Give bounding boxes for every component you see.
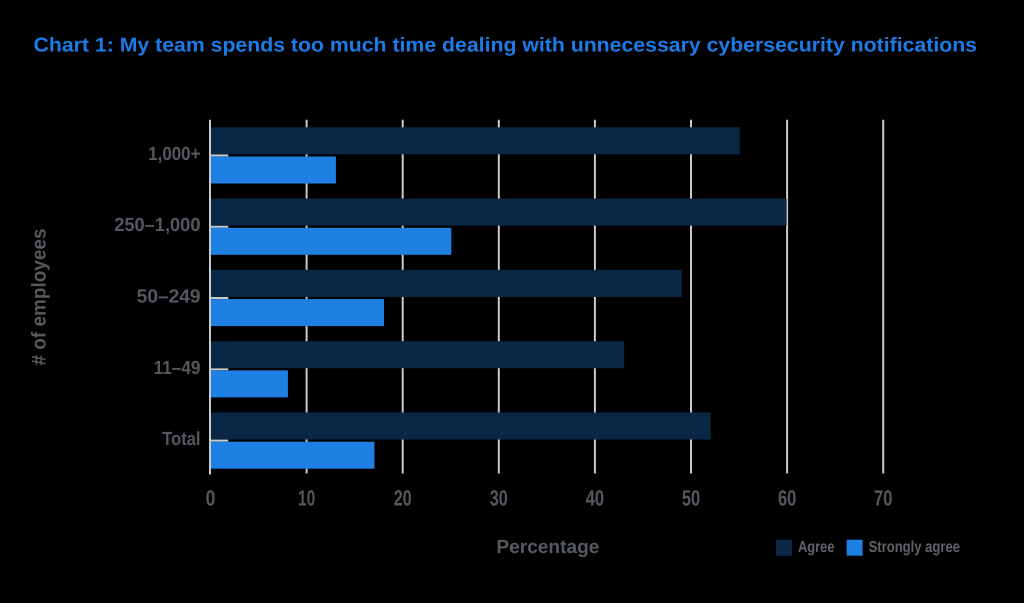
svg-text:# of employees: # of employees	[29, 229, 51, 366]
svg-text:Total: Total	[162, 429, 200, 450]
svg-text:0: 0	[206, 486, 216, 511]
svg-text:60: 60	[778, 486, 796, 511]
svg-text:Agree: Agree	[798, 539, 835, 556]
svg-text:30: 30	[490, 486, 508, 511]
svg-text:Percentage: Percentage	[496, 537, 599, 558]
svg-text:250–1,000: 250–1,000	[114, 215, 200, 236]
svg-text:1,000+: 1,000+	[148, 144, 200, 165]
svg-text:10: 10	[298, 486, 315, 511]
svg-text:40: 40	[586, 486, 604, 511]
svg-text:11–49: 11–49	[154, 358, 201, 379]
svg-text:Chart 1: My team spends too mu: Chart 1: My team spends too much time de…	[34, 35, 978, 57]
svg-text:20: 20	[394, 486, 412, 511]
svg-text:Strongly agree: Strongly agree	[869, 539, 960, 556]
svg-text:50: 50	[682, 486, 700, 511]
svg-text:50–249: 50–249	[137, 287, 201, 308]
svg-text:70: 70	[874, 486, 892, 511]
